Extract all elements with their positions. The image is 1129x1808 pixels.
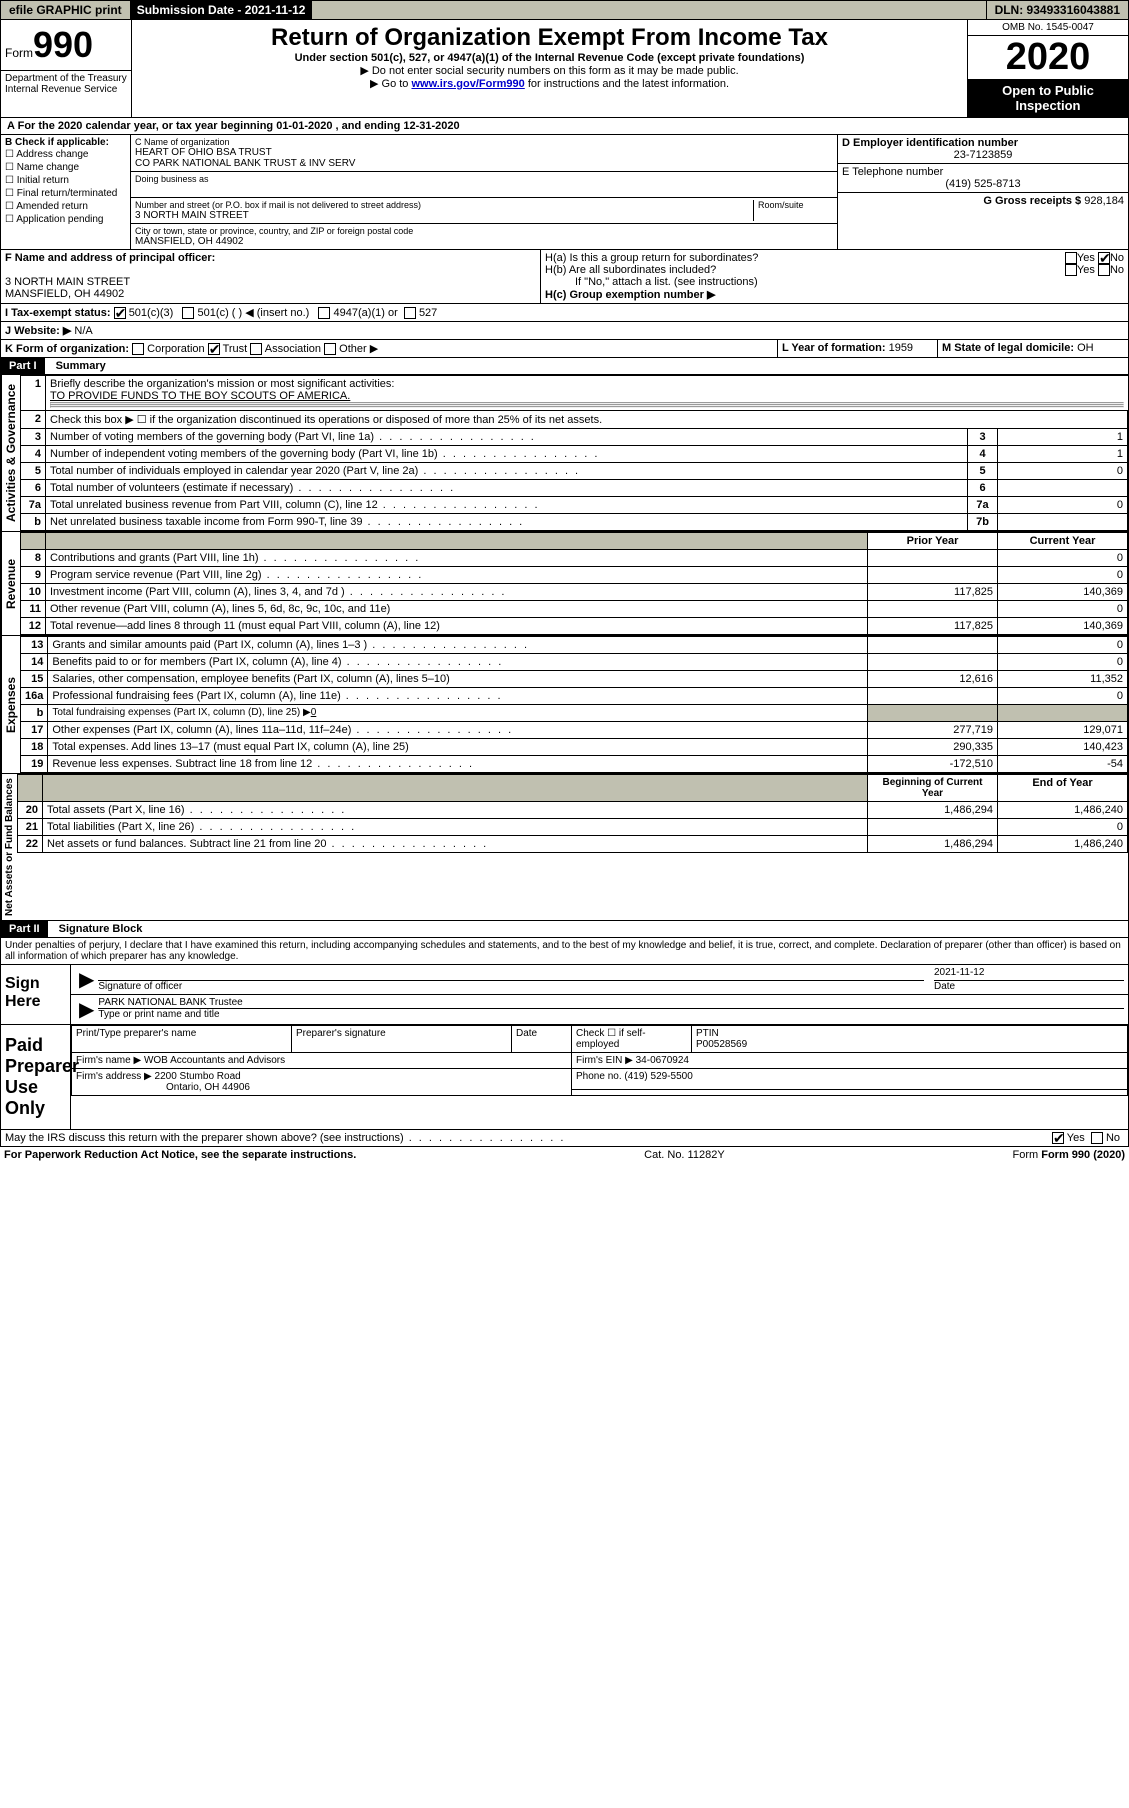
firm-ein: 34-0670924 [636,1055,689,1066]
perjury-text: Under penalties of perjury, I declare th… [0,938,1129,965]
city-block: City or town, state or province, country… [131,224,837,249]
org-name-block: C Name of organization HEART OF OHIO BSA… [131,135,837,172]
tax-year: 2020 [968,36,1128,79]
discuss-no[interactable] [1091,1132,1103,1144]
year-formation: 1959 [889,342,913,354]
org-name-1: HEART OF OHIO BSA TRUST [135,147,833,158]
tax-year-line: A For the 2020 calendar year, or tax yea… [1,118,466,134]
topbar: efile GRAPHIC print Submission Date - 20… [0,0,1129,20]
revenue-section: Revenue Prior YearCurrent Year 8Contribu… [0,532,1129,636]
chk-501c[interactable] [182,307,194,319]
chk-amended[interactable]: ☐ Amended return [5,200,126,213]
klm-block: K Form of organization: Corporation Trus… [0,340,1129,358]
section-b: B Check if applicable: ☐ Address change … [1,135,131,249]
website: N/A [74,325,92,337]
instr-1: ▶ Do not enter social security numbers o… [136,64,963,77]
sig-date: 2021-11-12 [934,967,1124,981]
chk-assoc[interactable] [250,343,262,355]
omb-number: OMB No. 1545-0047 [968,20,1128,36]
arrow-icon: ▶ [75,967,98,992]
efile-label: efile GRAPHIC print [1,1,131,19]
ein: 23-7123859 [842,149,1124,161]
activities-governance: Activities & Governance 1 Briefly descri… [0,375,1129,532]
val-7b [998,514,1128,531]
line-a: A For the 2020 calendar year, or tax yea… [0,118,1129,135]
paid-preparer-block: Paid Preparer Use Only Print/Type prepar… [0,1025,1129,1130]
section-j: J Website: ▶ N/A [0,322,1129,340]
open-public: Open to Public Inspection [968,79,1128,117]
chk-initial-return[interactable]: ☐ Initial return [5,174,126,187]
chk-527[interactable] [404,307,416,319]
chk-trust[interactable] [208,343,220,355]
street: 3 NORTH MAIN STREET [135,210,753,221]
val-5: 0 [998,463,1128,480]
form-header: Form990 Department of the Treasury Inter… [0,20,1129,118]
dba-block: Doing business as [131,172,837,198]
form990-link[interactable]: www.irs.gov/Form990 [411,78,524,90]
chk-address-change[interactable]: ☐ Address change [5,148,126,161]
ha-no[interactable] [1098,252,1110,264]
section-f: F Name and address of principal officer:… [1,250,541,303]
form-title: Return of Organization Exempt From Incom… [136,24,963,52]
chk-501c3[interactable] [114,307,126,319]
hb-no[interactable] [1098,264,1110,276]
section-c: C Name of organization HEART OF OHIO BSA… [131,135,838,249]
val-3: 1 [998,429,1128,446]
ein-block: D Employer identification number 23-7123… [838,135,1128,164]
chk-4947[interactable] [318,307,330,319]
expenses-section: Expenses 13Grants and similar amounts pa… [0,636,1129,774]
val-7a: 0 [998,497,1128,514]
part-1-header: Part I Summary [0,358,1129,375]
omb-cell: OMB No. 1545-0047 2020 Open to Public In… [968,20,1128,117]
dln: DLN: 93493316043881 [986,1,1128,19]
street-block: Number and street (or P.O. box if mail i… [131,198,837,224]
chk-corp[interactable] [132,343,144,355]
chk-final-return[interactable]: ☐ Final return/terminated [5,187,126,200]
bcd-block: B Check if applicable: ☐ Address change … [0,135,1129,250]
form-subtitle: Under section 501(c), 527, or 4947(a)(1)… [136,52,963,64]
city: MANSFIELD, OH 44902 [135,236,833,247]
ptin: P00528569 [696,1039,747,1050]
section-d: D Employer identification number 23-7123… [838,135,1128,249]
gross-receipts: 928,184 [1084,195,1124,207]
phone: (419) 525-8713 [842,178,1124,190]
firm-phone: (419) 529-5500 [624,1071,692,1082]
phone-block: E Telephone number (419) 525-8713 [838,164,1128,193]
discuss-yes[interactable] [1052,1132,1064,1144]
state-domicile: OH [1077,342,1094,354]
submission-date: Submission Date - 2021-11-12 [131,1,313,19]
form-number-cell: Form990 [1,20,131,70]
org-name-2: CO PARK NATIONAL BANK TRUST & INV SERV [135,158,833,169]
dept-label: Department of the Treasury Internal Reve… [1,70,131,97]
sign-here-block: Sign Here ▶ Signature of officer 2021-11… [0,965,1129,1025]
val-6 [998,480,1128,497]
net-assets-section: Net Assets or Fund Balances Beginning of… [0,774,1129,921]
discuss-row: May the IRS discuss this return with the… [0,1130,1129,1147]
form-word: Form [5,46,33,60]
ha-yes[interactable] [1065,252,1077,264]
fh-block: F Name and address of principal officer:… [0,250,1129,304]
form-num: 990 [33,24,93,65]
chk-name-change[interactable]: ☐ Name change [5,161,126,174]
val-4: 1 [998,446,1128,463]
arrow-icon: ▶ [75,997,98,1022]
sec-b-label: B Check if applicable: [5,137,126,148]
hb-yes[interactable] [1065,264,1077,276]
officer-name: PARK NATIONAL BANK Trustee [98,997,1124,1009]
section-h: H(a) Is this a group return for subordin… [541,250,1128,303]
chk-other[interactable] [324,343,336,355]
gross-block: G Gross receipts $ 928,184 [838,193,1128,209]
mission-text: TO PROVIDE FUNDS TO THE BOY SCOUTS OF AM… [50,390,350,402]
instr-2: ▶ Go to www.irs.gov/Form990 for instruct… [136,77,963,90]
page-footer: For Paperwork Reduction Act Notice, see … [0,1147,1129,1163]
part-2-header: Part II Signature Block [0,921,1129,938]
title-cell: Return of Organization Exempt From Incom… [131,20,968,117]
section-i: I Tax-exempt status: 501(c)(3) 501(c) ( … [0,304,1129,322]
firm-name: WOB Accountants and Advisors [144,1055,285,1066]
chk-app-pending[interactable]: ☐ Application pending [5,213,126,226]
